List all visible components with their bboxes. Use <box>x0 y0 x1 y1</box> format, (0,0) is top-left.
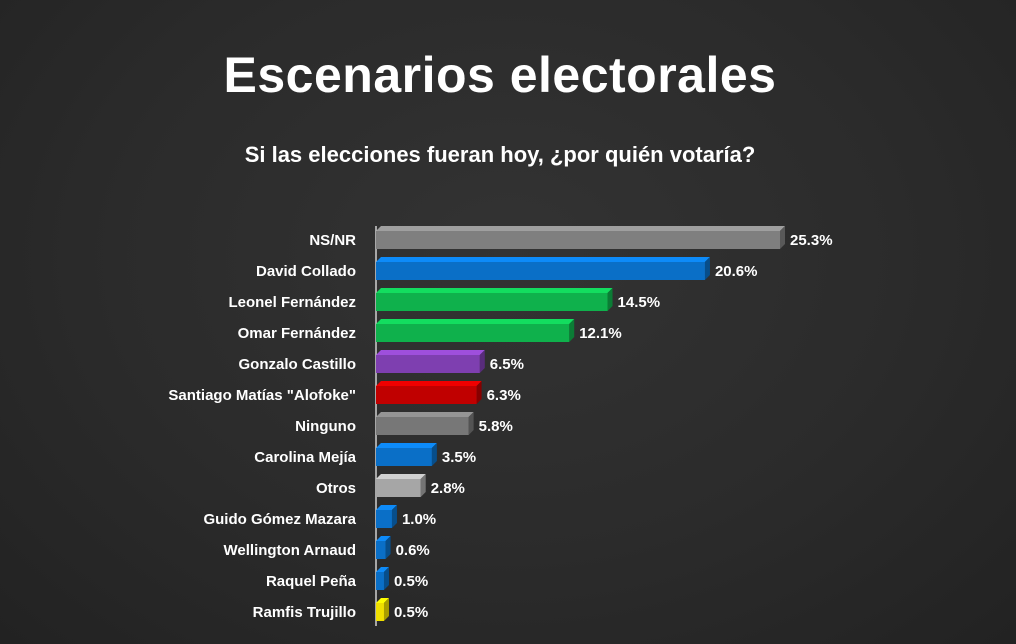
bar-group <box>376 226 785 249</box>
bar-side-face <box>385 536 391 559</box>
bar-top-face <box>376 350 485 355</box>
category-label: Ninguno <box>295 418 356 435</box>
chart-title: Escenarios electorales <box>223 47 777 103</box>
data-label: 0.5% <box>394 573 428 590</box>
bar-top-face <box>376 536 391 541</box>
bar <box>376 262 705 280</box>
bar-side-face <box>780 226 785 249</box>
category-label: Santiago Matías "Alofoke" <box>168 387 356 404</box>
bar <box>376 324 570 342</box>
data-label: 0.6% <box>396 542 430 559</box>
bar-side-face <box>420 474 426 497</box>
bar-group <box>376 474 426 497</box>
category-label: Guido Gómez Mazara <box>203 511 356 528</box>
bar-top-face <box>376 288 613 293</box>
bar-group <box>376 319 575 342</box>
category-label: NS/NR <box>309 232 356 249</box>
bar <box>376 417 469 435</box>
bar-group <box>376 443 437 466</box>
data-label: 20.6% <box>715 263 758 280</box>
bar-group <box>376 381 482 404</box>
bar <box>376 479 421 497</box>
category-label: Ramfis Trujillo <box>253 604 356 621</box>
bar <box>376 510 392 528</box>
category-label: Otros <box>316 480 356 497</box>
bar <box>376 572 384 590</box>
bar-group <box>376 350 485 373</box>
bar-group <box>376 505 397 528</box>
bar-group <box>376 412 474 435</box>
category-label: David Collado <box>256 263 356 280</box>
bar-side-face <box>704 257 710 280</box>
bar-top-face <box>376 443 437 448</box>
bar-top-face <box>376 598 389 603</box>
data-label: 25.3% <box>790 232 833 249</box>
category-label: Raquel Peña <box>266 573 357 590</box>
data-label: 2.8% <box>431 480 465 497</box>
bar <box>376 448 432 466</box>
bar-group <box>376 567 389 590</box>
bar <box>376 541 386 559</box>
bar-side-face <box>476 381 482 404</box>
bar-side-face <box>431 443 437 466</box>
bar-side-face <box>383 567 389 590</box>
category-label: Leonel Fernández <box>228 294 356 311</box>
chart-subtitle: Si las elecciones fueran hoy, ¿por quién… <box>244 142 756 167</box>
data-label: 3.5% <box>442 449 476 466</box>
category-label: Gonzalo Castillo <box>238 356 356 373</box>
data-label: 14.5% <box>618 294 661 311</box>
category-label: Omar Fernández <box>238 325 356 342</box>
data-label: 5.8% <box>479 418 513 435</box>
data-label: 6.5% <box>490 356 524 373</box>
bar-side-face <box>468 412 474 435</box>
bar-top-face <box>376 412 474 417</box>
bar <box>376 293 608 311</box>
data-label: 6.3% <box>487 387 521 404</box>
bar-group <box>376 288 613 311</box>
bar-top-face <box>376 319 575 324</box>
bar-group <box>376 536 391 559</box>
bar-top-face <box>376 567 389 572</box>
bar-top-face <box>376 474 426 479</box>
bar <box>376 603 384 621</box>
bar-top-face <box>376 505 397 510</box>
data-label: 12.1% <box>579 325 622 342</box>
category-label: Wellington Arnaud <box>224 542 357 559</box>
bar-group <box>376 257 710 280</box>
data-label: 0.5% <box>394 604 428 621</box>
bar-side-face <box>479 350 485 373</box>
bar <box>376 386 477 404</box>
bar-top-face <box>376 226 785 231</box>
bar-top-face <box>376 257 710 262</box>
bar-group <box>376 598 389 621</box>
bar-side-face <box>607 288 613 311</box>
bar-side-face <box>569 319 575 342</box>
data-label: 1.0% <box>402 511 436 528</box>
bar <box>376 355 480 373</box>
category-label: Carolina Mejía <box>254 449 356 466</box>
bar <box>376 231 780 249</box>
bar-side-face <box>383 598 389 621</box>
bar-side-face <box>391 505 397 528</box>
bar-top-face <box>376 381 482 386</box>
